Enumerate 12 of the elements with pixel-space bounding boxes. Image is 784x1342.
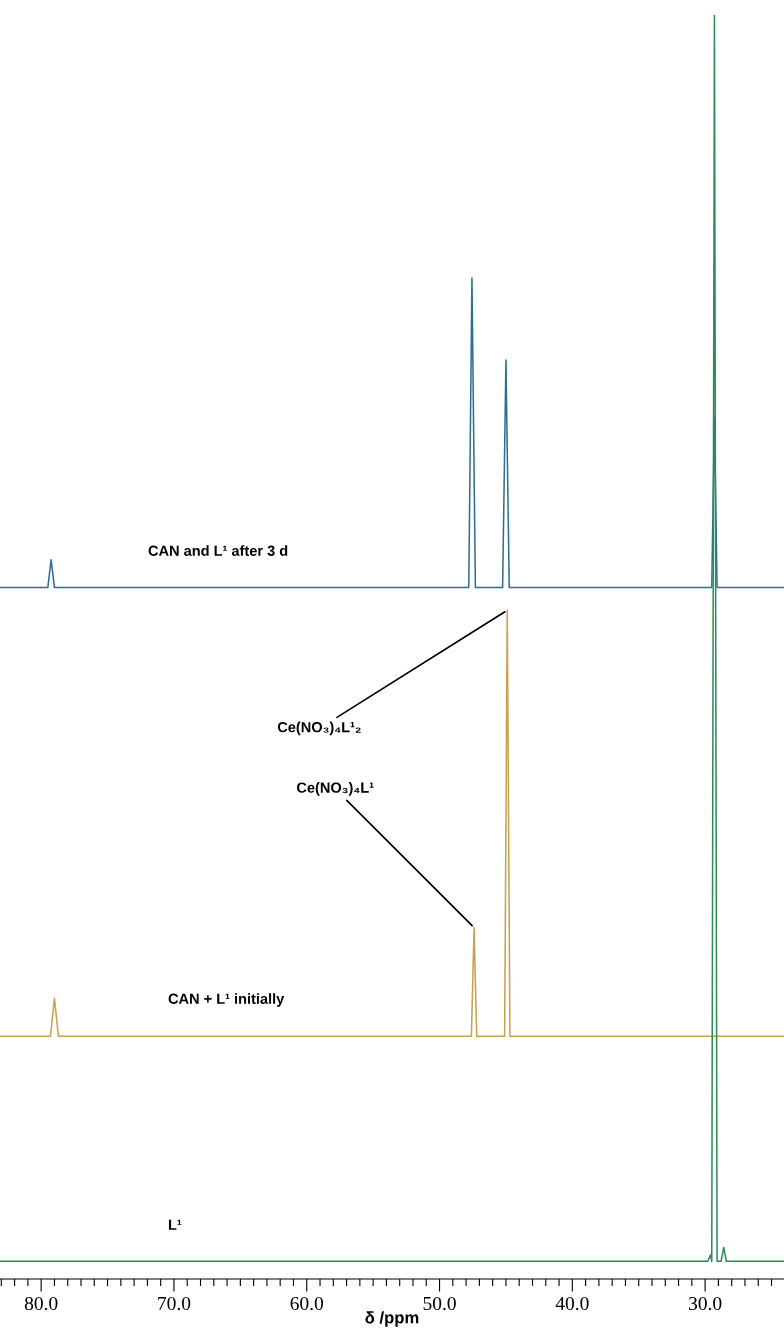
x-tick-label: 70.0	[158, 1296, 191, 1311]
x-tick-label: 30.0	[689, 1296, 722, 1311]
annotation: Ce(NO₃)₄L¹₂	[277, 721, 361, 736]
text: CAN + L¹ initially	[168, 993, 285, 1007]
annotation: Ce(NO₃)₄L¹	[296, 782, 374, 796]
text: L¹	[168, 1219, 182, 1230]
x-tick-label: 60.0	[290, 1296, 324, 1311]
x-tick-label: 40.0	[555, 1296, 589, 1311]
x-tick-label: 50.0	[423, 1296, 456, 1311]
x-tick-label: 80.0	[24, 1296, 58, 1311]
x-axis-title: δ /ppm	[365, 1311, 419, 1327]
text: CAN and L¹ after 3 d	[148, 545, 288, 556]
